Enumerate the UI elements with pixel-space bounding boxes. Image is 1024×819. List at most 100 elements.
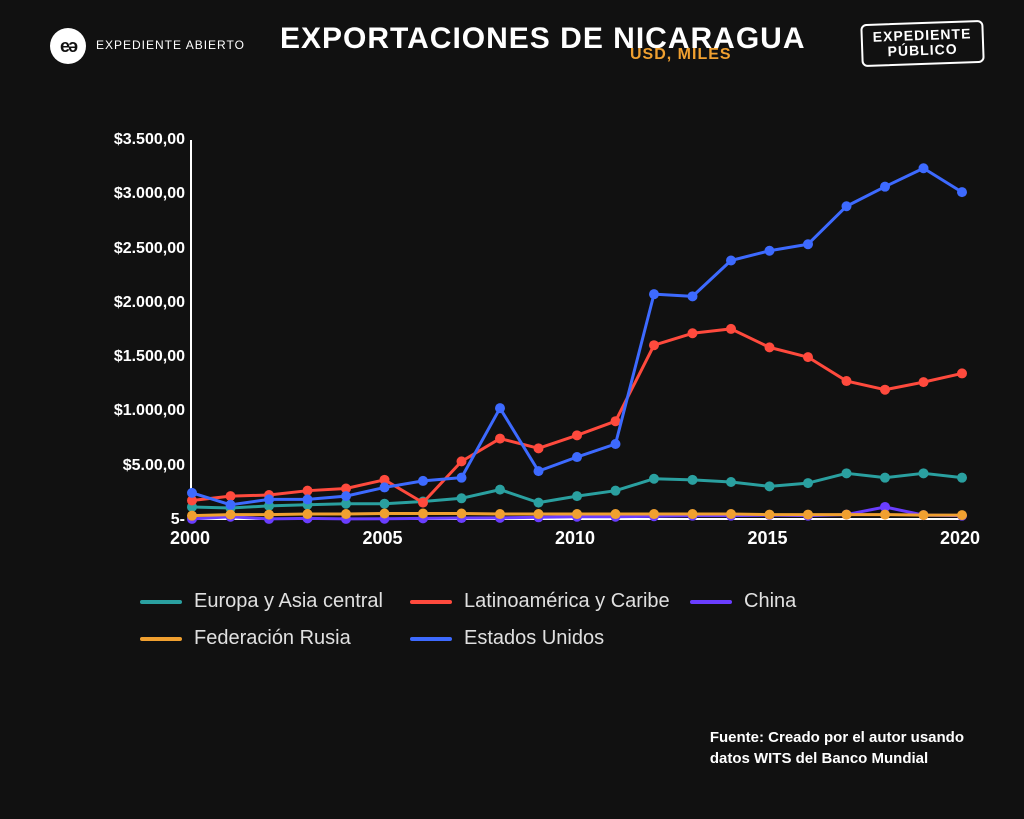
series-marker [842, 468, 852, 478]
logo-expediente-abierto: eə EXPEDIENTE ABIERTO [50, 28, 245, 64]
series-marker [649, 474, 659, 484]
series-marker [880, 182, 890, 192]
series-marker [457, 493, 467, 503]
legend-item: Estados Unidos [410, 627, 680, 650]
logo-icon: eə [50, 28, 86, 64]
series-marker [957, 368, 967, 378]
series-marker [919, 163, 929, 173]
x-tick-label: 2005 [362, 528, 402, 549]
series-marker [534, 498, 544, 508]
series-marker [649, 509, 659, 519]
legend-color-swatch [690, 600, 732, 604]
series-marker [303, 486, 313, 496]
series-marker [765, 246, 775, 256]
legend-item: China [690, 590, 870, 613]
legend-label: Federación Rusia [194, 627, 351, 650]
source-line1: Fuente: Creado por el autor usando [710, 727, 964, 748]
series-marker [803, 510, 813, 520]
x-tick-label: 2010 [555, 528, 595, 549]
series-marker [726, 256, 736, 266]
legend-color-swatch [410, 600, 452, 604]
series-marker [303, 494, 313, 504]
chart-area: 5-$5.00,00$1.000,00$1.500,00$2.000,00$2.… [80, 140, 960, 560]
x-tick-label: 2020 [940, 528, 980, 549]
series-marker [765, 481, 775, 491]
header: eə EXPEDIENTE ABIERTO EXPORTACIONES DE N… [0, 0, 1024, 100]
series-marker [726, 509, 736, 519]
series-marker [264, 494, 274, 504]
series-marker [957, 187, 967, 197]
y-tick-label: $5.00,00 [80, 457, 185, 475]
x-tick-label: 2015 [747, 528, 787, 549]
series-marker [688, 475, 698, 485]
series-marker [688, 509, 698, 519]
series-marker [842, 376, 852, 386]
legend-color-swatch [140, 637, 182, 641]
legend-label: Estados Unidos [464, 627, 604, 650]
series-marker [842, 201, 852, 211]
series-marker [803, 352, 813, 362]
legend-item: Latinoamérica y Caribe [410, 590, 680, 613]
legend-color-swatch [410, 637, 452, 641]
series-marker [495, 485, 505, 495]
line-chart-svg [192, 140, 960, 518]
series-marker [572, 491, 582, 501]
series-marker [611, 439, 621, 449]
series-marker [611, 509, 621, 519]
series-marker [803, 478, 813, 488]
series-marker [649, 340, 659, 350]
source-text: Fuente: Creado por el autor usando datos… [710, 727, 964, 769]
series-marker [880, 473, 890, 483]
legend-label: Latinoamérica y Caribe [464, 590, 670, 613]
series-marker [726, 477, 736, 487]
series-marker [303, 509, 313, 519]
logo-expediente-publico: EXPEDIENTE PÚBLICO [861, 20, 985, 67]
series-marker [457, 456, 467, 466]
series-marker [919, 510, 929, 520]
series-marker [380, 508, 390, 518]
legend-label: China [744, 590, 796, 613]
series-marker [264, 510, 274, 520]
series-marker [418, 498, 428, 508]
legend-item: Federación Rusia [140, 627, 400, 650]
series-marker [534, 443, 544, 453]
series-marker [765, 510, 775, 520]
series-marker [495, 434, 505, 444]
logo-right-line2: PÚBLICO [873, 42, 972, 61]
series-marker [649, 289, 659, 299]
series-marker [341, 491, 351, 501]
series-marker [457, 508, 467, 518]
series-marker [842, 510, 852, 520]
series-marker [380, 482, 390, 492]
series-marker [495, 509, 505, 519]
series-marker [418, 476, 428, 486]
chart-subtitle: USD, MILES [630, 46, 732, 64]
series-marker [457, 473, 467, 483]
series-marker [726, 324, 736, 334]
logo-text: EXPEDIENTE ABIERTO [96, 39, 245, 52]
series-marker [534, 466, 544, 476]
series-marker [572, 509, 582, 519]
series-marker [803, 239, 813, 249]
y-tick-label: $3.000,00 [80, 185, 185, 203]
series-marker [765, 342, 775, 352]
x-tick-label: 2000 [170, 528, 210, 549]
y-tick-label: $1.500,00 [80, 348, 185, 366]
series-marker [688, 291, 698, 301]
series-marker [534, 509, 544, 519]
series-marker [226, 510, 236, 520]
series-marker [187, 488, 197, 498]
y-tick-label: $2.500,00 [80, 240, 185, 258]
series-marker [418, 508, 428, 518]
y-tick-label: $2.000,00 [80, 294, 185, 312]
series-marker [957, 510, 967, 520]
y-tick-label: $1.000,00 [80, 402, 185, 420]
legend-color-swatch [140, 600, 182, 604]
series-marker [880, 385, 890, 395]
series-marker [572, 430, 582, 440]
legend: Europa y Asia central Latinoamérica y Car… [140, 590, 920, 650]
series-marker [611, 486, 621, 496]
legend-item: Europa y Asia central [140, 590, 400, 613]
series-marker [957, 473, 967, 483]
series-marker [688, 328, 698, 338]
